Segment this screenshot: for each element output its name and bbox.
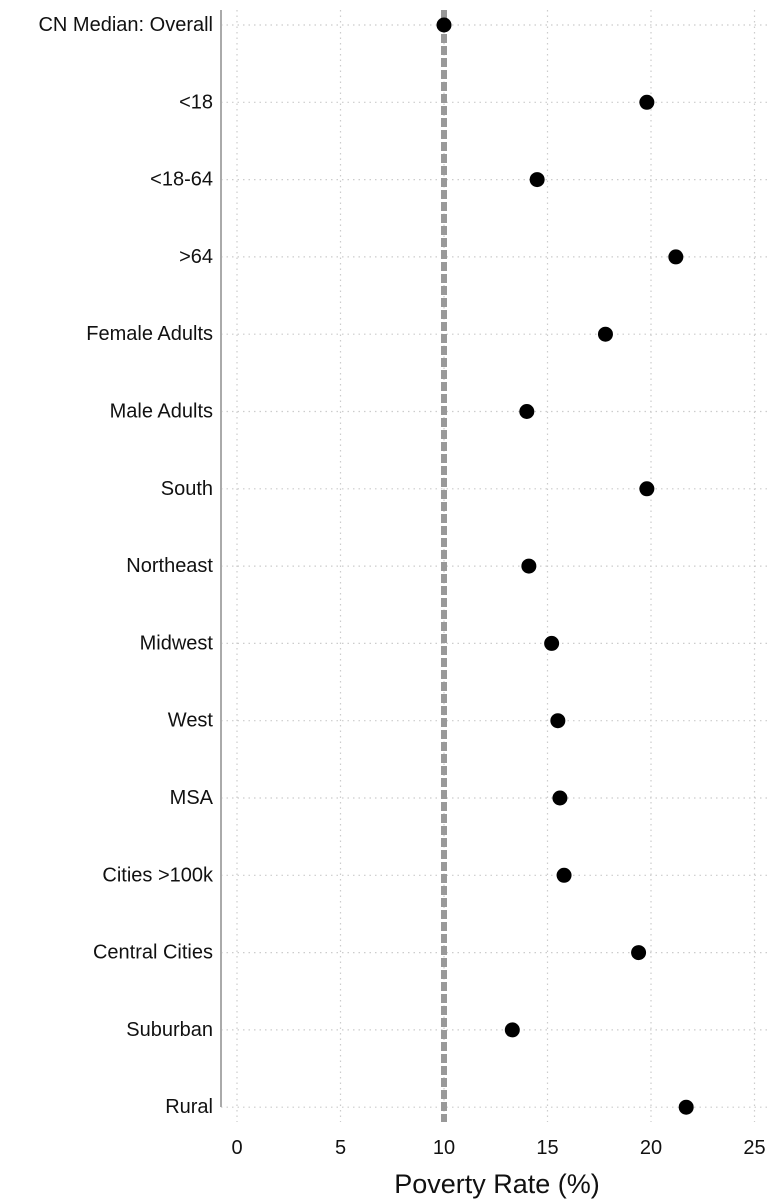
category-label: Rural xyxy=(165,1096,213,1118)
data-point xyxy=(597,326,613,342)
category-label: <18 xyxy=(179,91,213,113)
x-tick-label: 15 xyxy=(536,1137,558,1159)
category-labels: CN Median: Overall <18 <18-64 >64 Female Adu… xyxy=(38,14,214,1118)
category-label: Female Adults xyxy=(86,323,213,345)
category-label: MSA xyxy=(170,787,214,809)
category-label: >64 xyxy=(179,246,213,268)
data-point xyxy=(504,1022,520,1038)
data-point xyxy=(521,558,537,574)
data-point xyxy=(550,713,566,729)
category-label: Central Cities xyxy=(93,942,213,964)
data-point xyxy=(556,867,572,883)
data-point xyxy=(668,249,684,265)
x-tick-label: 0 xyxy=(231,1137,242,1159)
category-label: Male Adults xyxy=(110,401,213,423)
x-tick-label: 10 xyxy=(433,1137,455,1159)
data-point xyxy=(529,172,545,188)
data-point xyxy=(436,17,452,33)
x-tick-label: 20 xyxy=(640,1137,662,1159)
category-label: Suburban xyxy=(126,1019,213,1041)
category-label: Northeast xyxy=(126,555,213,577)
x-tick-labels: 0 5 10 15 20 25 xyxy=(231,1137,765,1159)
x-tick-label: 25 xyxy=(743,1137,765,1159)
data-point xyxy=(552,790,568,806)
data-points xyxy=(436,17,694,1115)
category-label: <18-64 xyxy=(150,169,213,191)
category-label: South xyxy=(161,478,213,500)
category-label: Midwest xyxy=(140,632,214,654)
x-axis-title: Poverty Rate (%) xyxy=(394,1169,600,1199)
category-label: Cities >100k xyxy=(102,864,214,886)
data-point xyxy=(639,94,655,110)
data-point xyxy=(678,1099,694,1115)
data-point xyxy=(544,635,560,651)
category-label: CN Median: Overall xyxy=(38,14,213,36)
grid-lines xyxy=(221,10,769,1122)
x-tick-label: 5 xyxy=(335,1137,346,1159)
data-point xyxy=(631,945,647,961)
data-point xyxy=(519,404,535,419)
category-label: West xyxy=(168,710,214,732)
data-point xyxy=(639,481,655,497)
